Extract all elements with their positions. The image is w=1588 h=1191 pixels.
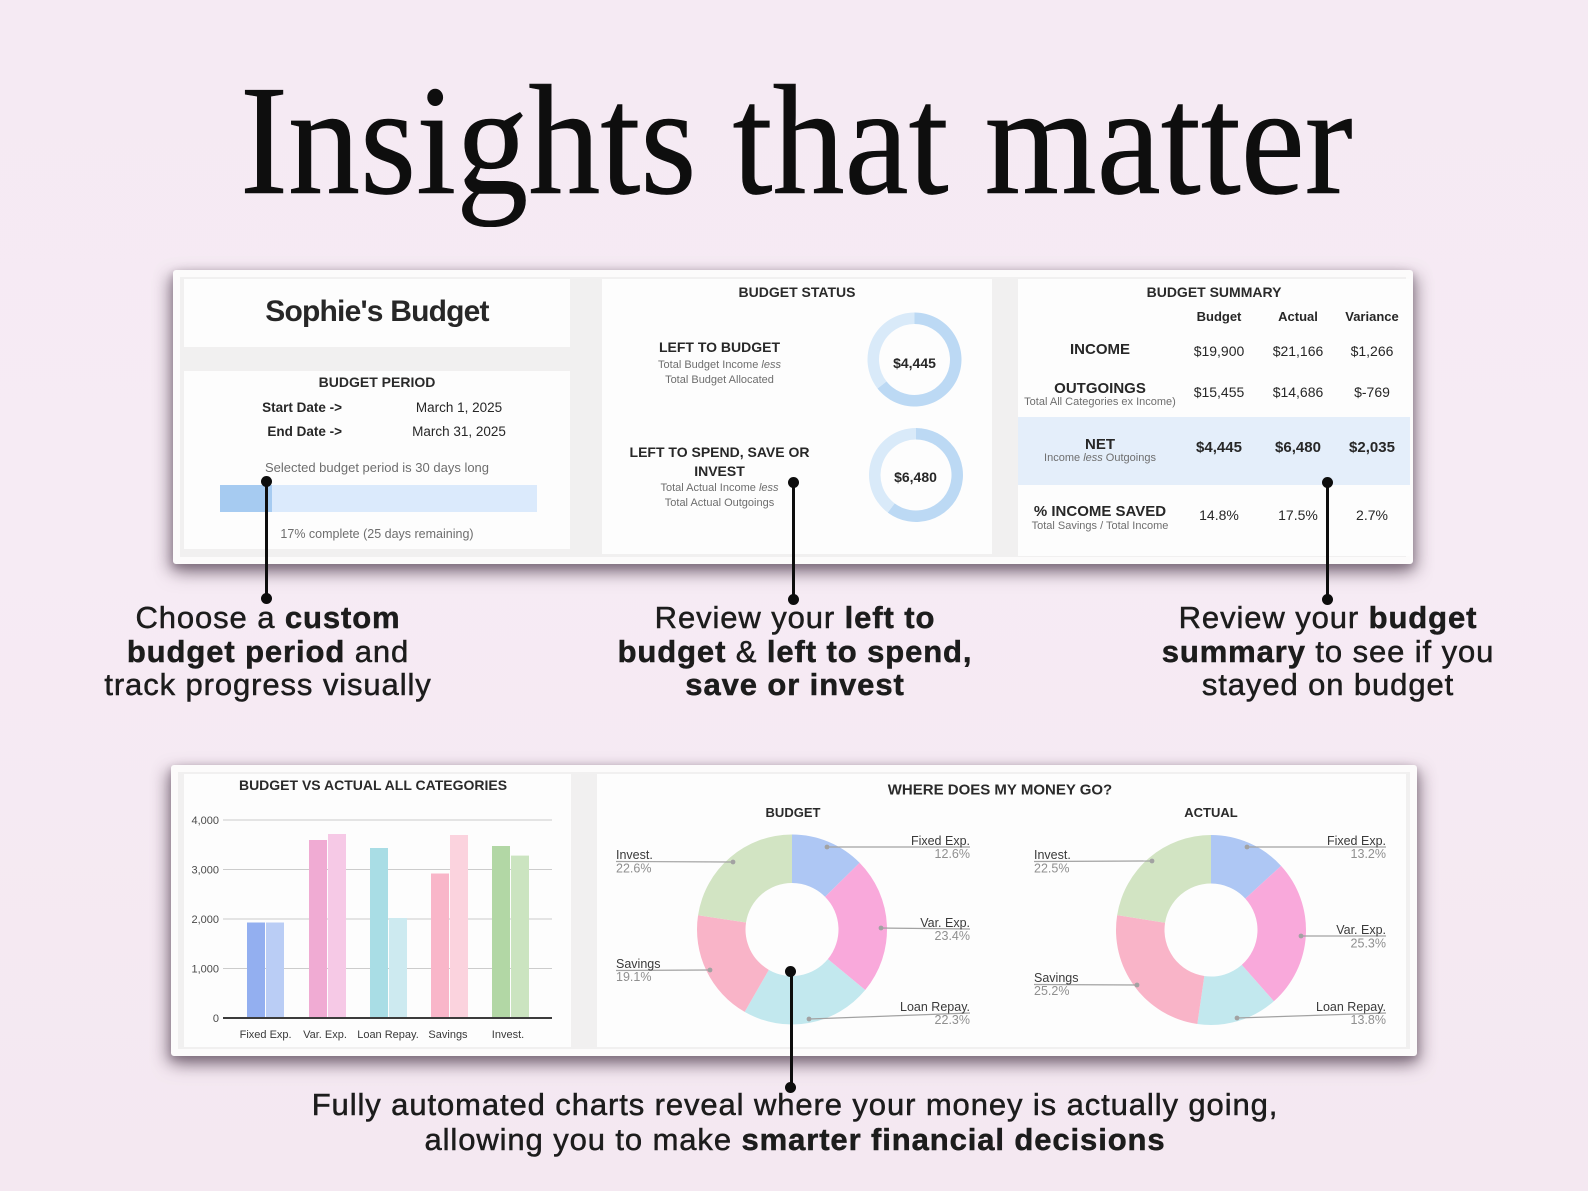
svg-text:4,000: 4,000: [191, 815, 219, 827]
svg-text:22.5%: 22.5%: [1034, 862, 1069, 876]
svg-text:Savings: Savings: [428, 1029, 468, 1041]
svg-text:3,000: 3,000: [191, 865, 219, 877]
svg-text:Loan Repay.: Loan Repay.: [357, 1029, 419, 1041]
svg-text:BUDGET: BUDGET: [766, 805, 821, 820]
svg-text:BUDGET VS ACTUAL ALL CATEGORIE: BUDGET VS ACTUAL ALL CATEGORIES: [239, 777, 507, 793]
svg-text:25.3%: 25.3%: [1351, 937, 1386, 951]
svg-text:Invest.: Invest.: [1034, 848, 1071, 862]
svg-text:Var. Exp.: Var. Exp.: [920, 916, 970, 930]
svg-text:Loan Repay.: Loan Repay.: [900, 1000, 970, 1014]
svg-text:13.8%: 13.8%: [1351, 1013, 1386, 1027]
svg-text:ACTUAL: ACTUAL: [1184, 805, 1237, 820]
svg-text:25.2%: 25.2%: [1034, 984, 1069, 998]
svg-text:Var. Exp.: Var. Exp.: [303, 1029, 347, 1041]
svg-text:Fixed Exp.: Fixed Exp.: [911, 834, 970, 848]
svg-text:0: 0: [213, 1013, 219, 1025]
svg-text:1,000: 1,000: [191, 964, 219, 976]
svg-text:Fixed Exp.: Fixed Exp.: [1327, 834, 1386, 848]
svg-text:12.6%: 12.6%: [935, 847, 970, 861]
svg-text:Loan Repay.: Loan Repay.: [1316, 1000, 1386, 1014]
svg-text:23.4%: 23.4%: [935, 929, 970, 943]
svg-text:Savings: Savings: [1034, 971, 1078, 985]
svg-text:WHERE DOES MY MONEY GO?: WHERE DOES MY MONEY GO?: [888, 782, 1112, 799]
svg-text:Var. Exp.: Var. Exp.: [1336, 923, 1386, 937]
svg-text:2,000: 2,000: [191, 914, 219, 926]
svg-text:Savings: Savings: [616, 957, 660, 971]
svg-text:Invest.: Invest.: [616, 848, 653, 862]
svg-text:22.3%: 22.3%: [935, 1013, 970, 1027]
svg-text:Invest.: Invest.: [492, 1029, 524, 1041]
svg-text:Fixed Exp.: Fixed Exp.: [240, 1029, 292, 1041]
svg-text:22.6%: 22.6%: [616, 862, 651, 876]
svg-text:13.2%: 13.2%: [1351, 847, 1386, 861]
svg-text:19.1%: 19.1%: [616, 970, 651, 984]
